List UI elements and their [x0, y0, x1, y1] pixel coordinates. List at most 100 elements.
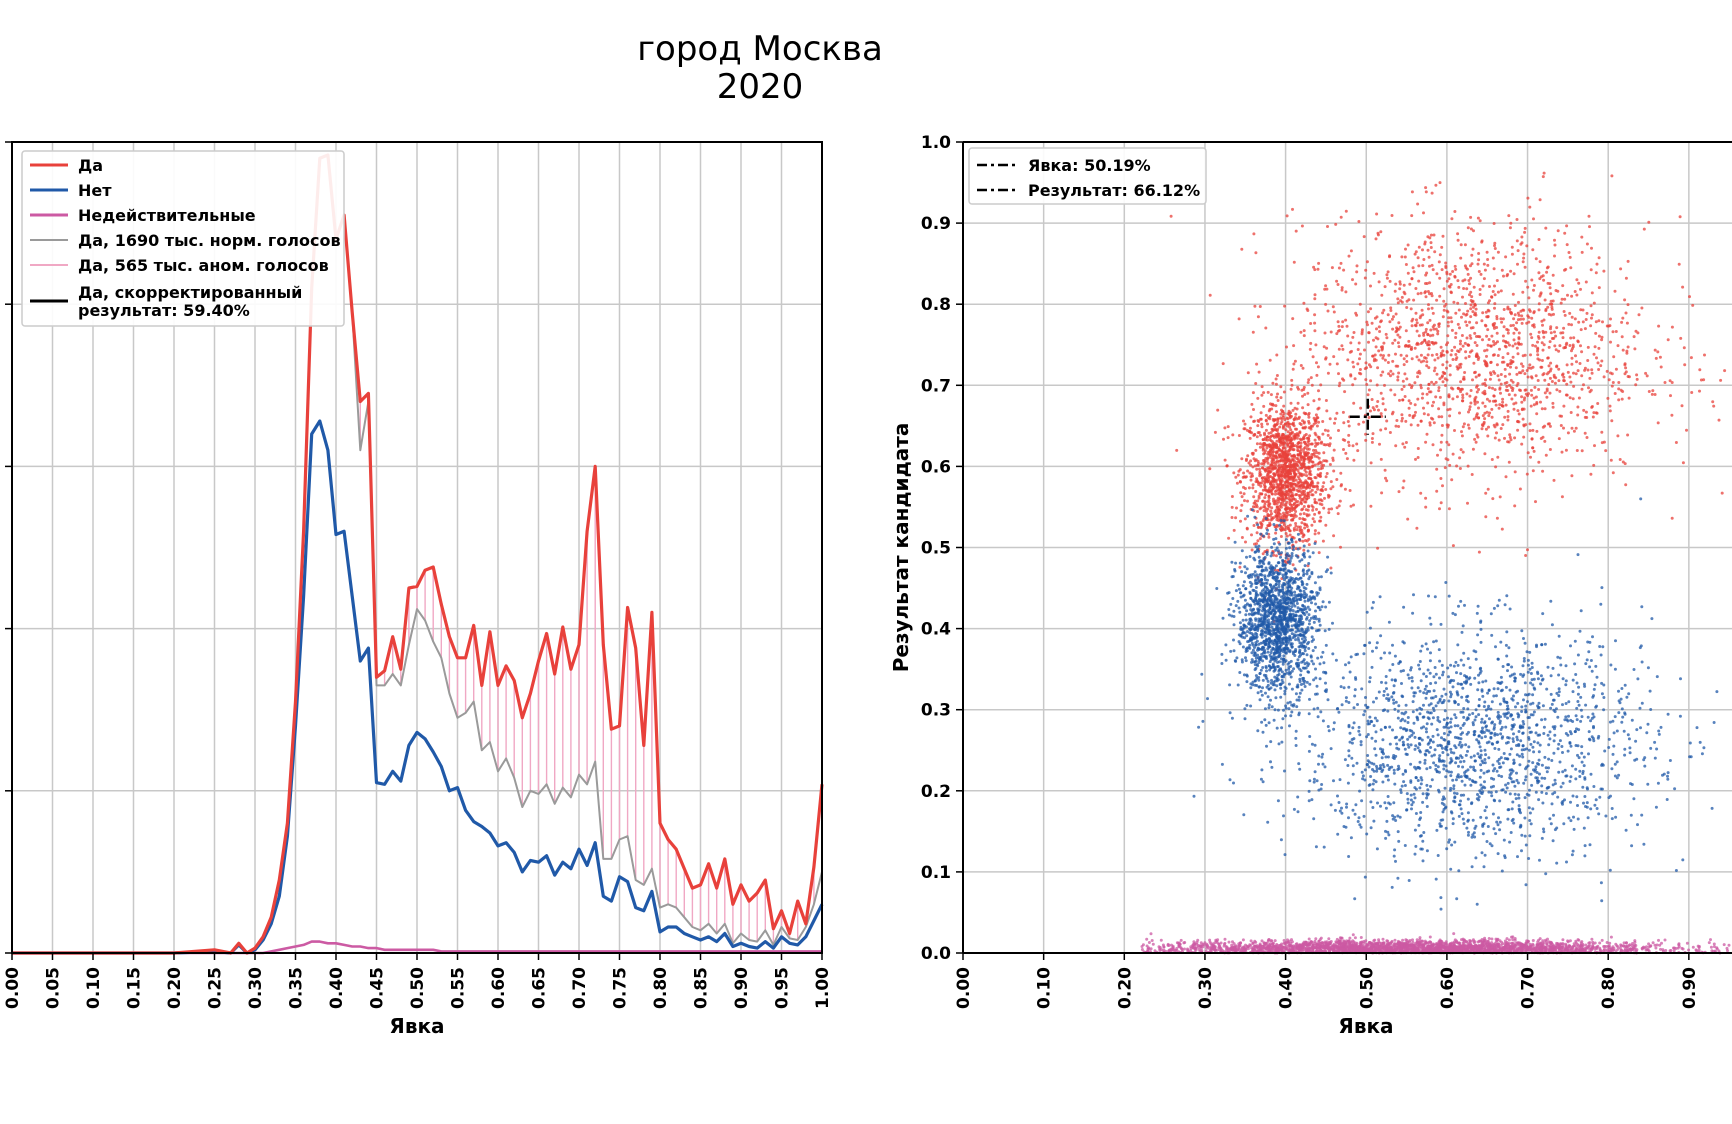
scatter-point	[1260, 589, 1264, 593]
scatter-point	[1431, 268, 1435, 272]
scatter-point	[1244, 613, 1248, 617]
scatter-point	[1357, 422, 1361, 426]
scatter-point	[1232, 609, 1236, 613]
scatter-point	[1234, 561, 1238, 565]
scatter-point	[1589, 324, 1593, 328]
scatter-point	[1255, 599, 1258, 603]
scatter-point	[1264, 507, 1268, 511]
scatter-point	[1253, 679, 1257, 683]
scatter-point	[1663, 381, 1667, 384]
scatter-point	[1317, 575, 1321, 579]
scatter-point	[1281, 662, 1285, 666]
scatter-point	[1531, 365, 1535, 369]
scatter-point	[1409, 307, 1413, 311]
scatter-point	[1541, 175, 1545, 179]
scatter-point	[1520, 235, 1524, 239]
scatter-point	[1266, 650, 1270, 654]
scatter-point	[1298, 431, 1302, 435]
scatter-point	[1305, 513, 1309, 517]
scatter-point	[1568, 344, 1572, 347]
scatter-point	[1434, 327, 1438, 331]
scatter-point	[1296, 532, 1300, 536]
scatter-point	[1562, 310, 1566, 313]
scatter-point	[1327, 511, 1331, 515]
scatter-point	[1317, 511, 1321, 515]
scatter-point	[1298, 650, 1302, 654]
scatter-point	[1459, 448, 1463, 452]
scatter-point	[1477, 270, 1481, 273]
scatter-point	[1253, 550, 1257, 554]
scatter-point	[1291, 367, 1295, 371]
scatter-point	[1250, 508, 1254, 512]
scatter-point	[1292, 667, 1296, 671]
scatter-point	[1370, 321, 1374, 325]
scatter-point	[1316, 487, 1320, 491]
scatter-point	[1447, 316, 1451, 320]
scatter-point	[1494, 465, 1498, 469]
scatter-point	[1354, 282, 1358, 286]
scatter-point	[1296, 433, 1300, 437]
scatter-point	[1438, 754, 1442, 758]
scatter-point	[1351, 278, 1354, 282]
scatter-point	[1514, 366, 1518, 370]
scatter-point	[1447, 443, 1451, 447]
scatter-point	[1253, 515, 1257, 519]
scatter-point	[1483, 389, 1487, 393]
scatter-point	[1341, 438, 1345, 442]
scatter-point	[1299, 451, 1303, 455]
scatter-point	[1449, 291, 1453, 295]
scatter-point	[1440, 433, 1444, 437]
scatter-point	[1501, 397, 1505, 401]
scatter-point	[1454, 336, 1458, 339]
scatter-point	[1263, 718, 1267, 722]
scatter-point	[1277, 453, 1281, 457]
scatter-point	[1302, 411, 1306, 415]
left-x-tick-label: 0.00	[3, 967, 23, 1009]
scatter-point	[1504, 475, 1508, 479]
scatter-point	[1414, 250, 1418, 254]
scatter-point	[1581, 308, 1585, 312]
scatter-point	[1258, 573, 1262, 577]
scatter-point	[1289, 613, 1293, 617]
chart-title-line1: город Москва	[637, 29, 883, 69]
scatter-point	[1257, 612, 1261, 616]
scatter-point	[1609, 340, 1612, 344]
scatter-point	[1325, 472, 1329, 475]
scatter-point	[1503, 367, 1507, 371]
scatter-point	[1482, 422, 1486, 426]
scatter-point	[1472, 305, 1475, 309]
scatter-point	[1272, 477, 1276, 481]
scatter-point	[1284, 591, 1288, 594]
scatter-point	[1543, 298, 1547, 302]
scatter-point	[1280, 449, 1284, 453]
scatter-point	[1238, 671, 1242, 674]
scatter-point	[1288, 470, 1292, 474]
scatter-point	[1370, 398, 1374, 401]
scatter-point	[1267, 589, 1271, 593]
scatter-point	[1311, 485, 1315, 489]
scatter-point	[1401, 486, 1405, 490]
scatter-point	[1563, 297, 1567, 301]
scatter-point	[1453, 264, 1457, 268]
scatter-point	[1254, 674, 1258, 678]
scatter-point	[1475, 321, 1479, 325]
scatter-point	[1621, 316, 1625, 320]
scatter-point	[1302, 512, 1306, 516]
scatter-point	[1426, 353, 1430, 357]
scatter-point	[1592, 463, 1596, 467]
scatter-point	[1492, 343, 1496, 347]
scatter-point	[1459, 243, 1463, 247]
scatter-point	[1465, 323, 1469, 327]
scatter-point	[1476, 358, 1480, 361]
scatter-point	[1547, 345, 1551, 349]
scatter-point	[1670, 325, 1674, 329]
scatter-point	[1524, 423, 1528, 427]
scatter-point	[1280, 526, 1284, 529]
scatter-point	[1234, 516, 1238, 520]
scatter-point	[1339, 471, 1343, 475]
scatter-point	[1254, 251, 1258, 255]
scatter-point	[1289, 601, 1293, 605]
scatter-point	[1421, 392, 1425, 396]
scatter-point	[1575, 293, 1579, 297]
scatter-point	[1309, 322, 1313, 325]
